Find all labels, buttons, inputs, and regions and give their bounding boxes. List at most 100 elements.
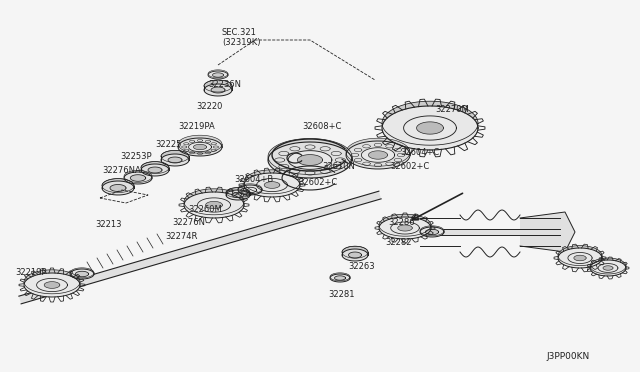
- Polygon shape: [124, 172, 152, 184]
- Polygon shape: [362, 148, 395, 162]
- Text: SEC.321
(32319K): SEC.321 (32319K): [222, 28, 260, 47]
- Polygon shape: [184, 189, 244, 218]
- Polygon shape: [124, 170, 152, 182]
- Text: 32253P: 32253P: [120, 152, 152, 161]
- Polygon shape: [204, 80, 232, 92]
- Polygon shape: [420, 226, 444, 236]
- Polygon shape: [382, 106, 478, 150]
- Polygon shape: [226, 187, 250, 198]
- Polygon shape: [178, 138, 222, 156]
- Polygon shape: [404, 116, 456, 140]
- Polygon shape: [379, 214, 431, 239]
- Polygon shape: [598, 264, 618, 272]
- Polygon shape: [208, 71, 228, 79]
- Text: 32270M: 32270M: [435, 105, 468, 114]
- Polygon shape: [330, 273, 350, 281]
- Text: 32602+C: 32602+C: [390, 162, 429, 171]
- Text: J3PP00KN: J3PP00KN: [546, 352, 589, 361]
- Polygon shape: [369, 151, 388, 159]
- Polygon shape: [178, 135, 222, 153]
- Text: 32274R: 32274R: [165, 232, 197, 241]
- Polygon shape: [426, 229, 438, 235]
- Polygon shape: [70, 269, 94, 279]
- Polygon shape: [198, 198, 230, 212]
- Polygon shape: [257, 179, 287, 192]
- Polygon shape: [44, 282, 60, 288]
- Text: 32610N: 32610N: [322, 162, 355, 171]
- Polygon shape: [110, 185, 126, 192]
- Polygon shape: [161, 150, 189, 163]
- Text: 32276NA: 32276NA: [102, 166, 141, 175]
- Text: 32282: 32282: [385, 238, 412, 247]
- Polygon shape: [420, 229, 560, 235]
- Polygon shape: [264, 182, 280, 188]
- Text: 32263: 32263: [348, 262, 374, 271]
- Polygon shape: [238, 184, 262, 194]
- Text: 32225: 32225: [155, 140, 181, 149]
- Text: 32604+B: 32604+B: [234, 175, 273, 184]
- Polygon shape: [346, 138, 410, 166]
- Polygon shape: [603, 266, 613, 270]
- Polygon shape: [342, 249, 368, 261]
- Polygon shape: [244, 173, 300, 197]
- Polygon shape: [205, 201, 223, 209]
- Polygon shape: [148, 167, 162, 173]
- Polygon shape: [24, 270, 80, 297]
- Polygon shape: [574, 255, 586, 261]
- Polygon shape: [102, 179, 134, 193]
- Polygon shape: [335, 276, 346, 280]
- Polygon shape: [420, 227, 444, 237]
- Polygon shape: [417, 122, 444, 134]
- Polygon shape: [211, 87, 225, 93]
- Polygon shape: [226, 190, 250, 200]
- Polygon shape: [232, 192, 244, 198]
- Polygon shape: [330, 274, 350, 282]
- Polygon shape: [244, 170, 300, 197]
- Polygon shape: [70, 268, 94, 278]
- Polygon shape: [390, 222, 419, 234]
- Text: 32260M: 32260M: [188, 205, 221, 214]
- Polygon shape: [268, 138, 352, 174]
- Text: 32219PA: 32219PA: [178, 122, 215, 131]
- Polygon shape: [346, 141, 410, 169]
- Polygon shape: [558, 248, 602, 268]
- Polygon shape: [568, 253, 592, 263]
- Polygon shape: [131, 175, 146, 181]
- Polygon shape: [298, 155, 323, 166]
- Text: 32281: 32281: [328, 290, 355, 299]
- Polygon shape: [184, 189, 244, 215]
- Polygon shape: [161, 154, 189, 166]
- Text: 32608+C: 32608+C: [302, 122, 341, 131]
- Polygon shape: [520, 212, 575, 252]
- Polygon shape: [184, 192, 244, 218]
- Polygon shape: [193, 144, 207, 150]
- Polygon shape: [590, 258, 626, 276]
- Polygon shape: [558, 246, 602, 268]
- Polygon shape: [208, 70, 228, 78]
- Polygon shape: [212, 73, 223, 77]
- Polygon shape: [238, 185, 262, 195]
- Polygon shape: [168, 157, 182, 163]
- Polygon shape: [349, 252, 362, 258]
- Text: 32604+C: 32604+C: [400, 148, 439, 157]
- Text: 32286: 32286: [388, 218, 415, 227]
- Polygon shape: [24, 273, 80, 297]
- Polygon shape: [379, 214, 431, 236]
- Polygon shape: [268, 142, 352, 178]
- Polygon shape: [102, 181, 134, 195]
- Polygon shape: [19, 191, 381, 304]
- Text: 32602+C: 32602+C: [298, 178, 337, 187]
- Text: 32276N: 32276N: [172, 218, 205, 227]
- Polygon shape: [244, 170, 300, 194]
- Polygon shape: [76, 271, 88, 277]
- Polygon shape: [36, 278, 67, 292]
- Polygon shape: [558, 246, 602, 266]
- Text: 32236N: 32236N: [208, 80, 241, 89]
- Polygon shape: [204, 84, 232, 96]
- Polygon shape: [141, 164, 169, 176]
- Text: 32220: 32220: [196, 102, 222, 111]
- Polygon shape: [382, 101, 478, 145]
- Text: 32219P: 32219P: [15, 268, 47, 277]
- Polygon shape: [24, 270, 80, 294]
- Text: 32213: 32213: [95, 220, 122, 229]
